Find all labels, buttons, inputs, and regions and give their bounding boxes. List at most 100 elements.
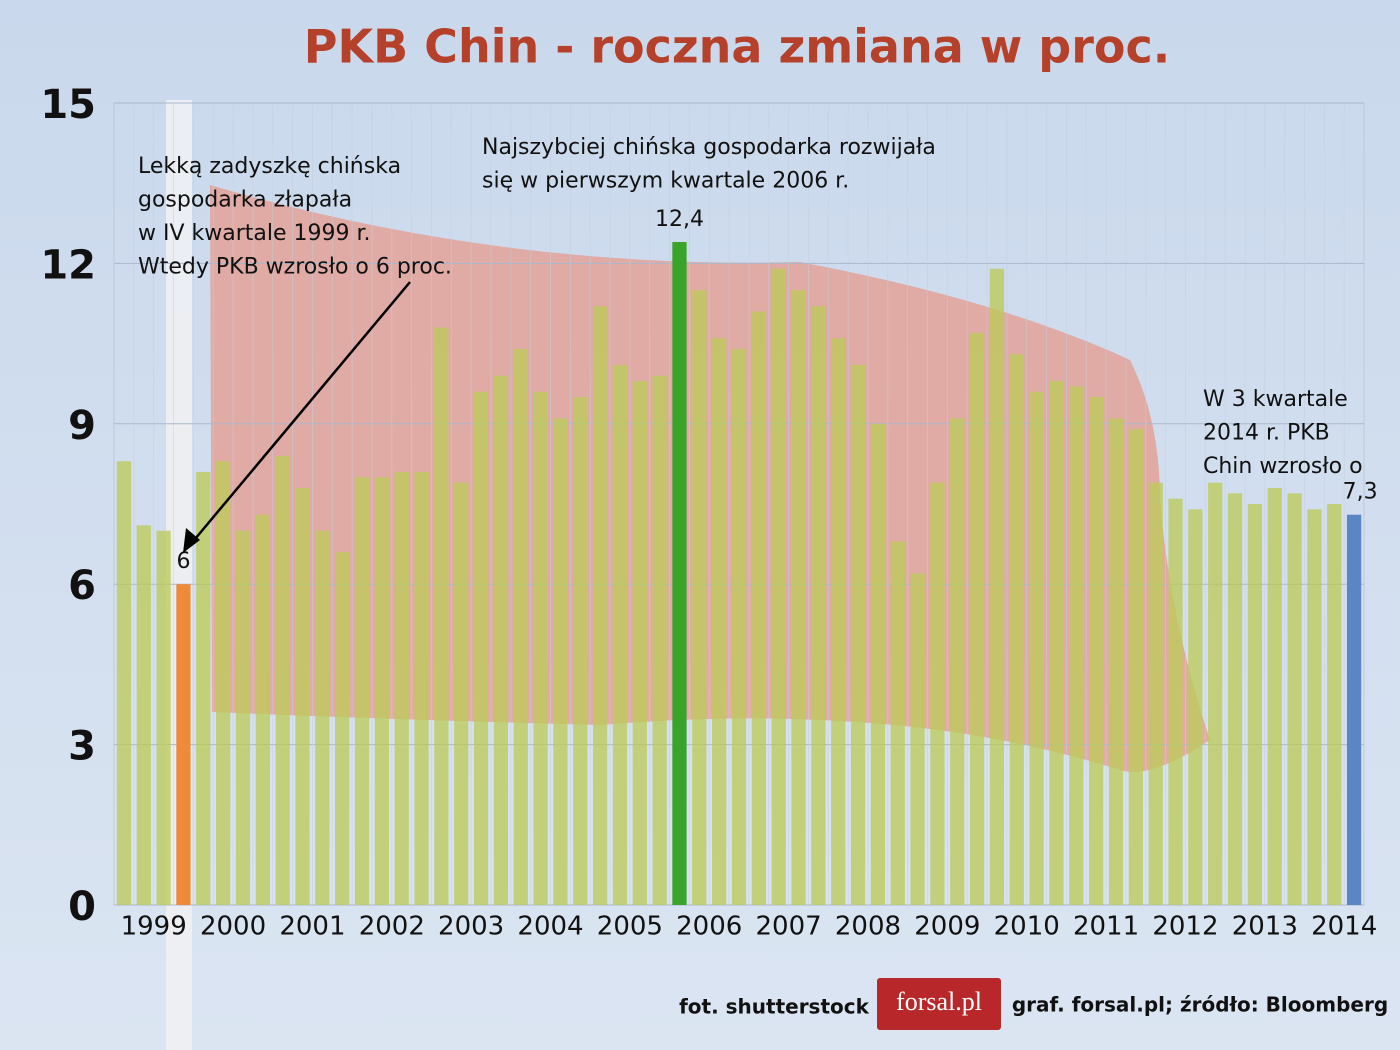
bar [930,482,945,905]
bar [850,364,866,905]
bar [831,338,846,906]
bar [592,306,608,905]
footer-photo: fot. shutterstock [679,995,870,1019]
bar [354,477,370,905]
value-label: 7,3 [1343,480,1378,505]
bar [910,573,925,905]
bar [692,290,707,906]
bar [751,311,766,905]
arrow [189,281,411,546]
value-label: 12,4 [655,207,704,232]
y-tick-label: 3 [68,724,96,770]
bar [1009,354,1024,905]
x-tick-label: 2013 [1232,912,1298,942]
annotation: Najszybciej chińska gospodarka rozwijała [482,135,936,160]
chart-title: PKB Chin - roczna zmiana w proc. [304,20,1171,74]
bar [612,364,628,905]
x-tick-label: 2007 [756,912,822,942]
bar [1287,493,1302,905]
annotation: Wtedy PKB wzrosło o 6 proc. [138,255,452,280]
bar [136,525,151,905]
bar [890,541,905,905]
x-tick-label: 2006 [676,912,742,942]
bar [116,461,132,905]
bar [1108,418,1124,905]
bar [255,514,270,905]
bar [553,418,568,905]
bar [811,306,826,905]
bar [1168,498,1183,905]
x-tick-label: 2005 [597,912,663,942]
bar [414,471,429,905]
bar [989,268,1005,905]
bar [712,338,727,906]
bar [196,471,211,905]
bar [1128,429,1143,905]
bar [969,332,985,905]
bar [315,530,330,905]
x-tick-label: 2003 [438,912,504,942]
plot-area: 0 3 6 9 12 15 1999 6 2000 2001 2002 2003 2004 2005 12,… [40,82,1377,942]
x-tick-label: 2010 [994,912,1060,942]
bar [1227,493,1243,905]
bar [533,391,548,906]
bar [1247,504,1263,905]
x-tick-label: 2012 [1152,912,1218,942]
bar [295,487,310,905]
bar [1069,386,1084,906]
annotation: w IV kwartale 1999 r. [138,221,371,246]
x-tick-label: 2004 [517,912,583,942]
bar [1089,397,1104,905]
bar [1188,509,1203,905]
y-tick-label: 0 [68,884,96,930]
x-tick-label: 2000 [200,912,266,942]
y-tick-label: 9 [68,403,96,449]
bar [394,471,409,905]
x-tick-label: 2011 [1073,912,1139,942]
value-label: 6 [176,549,190,574]
bar [731,348,747,905]
x-tick-label: 2009 [914,912,980,942]
bar [1148,482,1163,905]
annotation: gospodarka złapała [138,188,352,213]
bar [156,530,171,905]
x-tick-label: 2008 [835,912,901,942]
x-tick-label: 2001 [279,912,345,942]
arrow-head [183,528,200,553]
logo: forsal.pl [896,987,982,1016]
bar [1029,391,1044,906]
highlighted-bar [672,242,687,906]
bar [434,327,449,905]
x-tick-label: 2002 [359,912,425,942]
x-tick-label: 2014 [1311,912,1377,942]
bar [1307,509,1322,905]
bar [632,381,647,905]
bar [791,290,806,906]
y-tick-label: 15 [40,82,96,128]
footer-source: graf. forsal.pl; źródło: Bloomberg [1012,993,1388,1017]
highlighted-bar [176,584,191,905]
annotation: 2014 r. PKB [1203,421,1330,446]
bar [573,397,588,905]
y-tick-label: 12 [40,242,96,288]
bar [513,348,528,905]
annotation: się w pierwszym kwartale 2006 r. [482,169,849,194]
y-tick-label: 6 [68,563,96,609]
bar [1208,482,1223,905]
annotation: Lekką zadyszkę chińska [138,154,401,179]
annotation: Chin wzrosło o [1203,454,1363,479]
annotation: W 3 kwartale [1203,387,1348,412]
bar [652,375,667,905]
bar [950,418,965,905]
bar [1049,381,1064,905]
bar [493,375,509,905]
bar [215,461,231,905]
bar [1327,504,1342,905]
bar [870,423,886,905]
bar [275,455,290,905]
highlighted-bar [1346,514,1362,905]
x-tick-label: 1999 [121,912,187,942]
logo-box [877,978,1001,1030]
bar [771,268,786,905]
